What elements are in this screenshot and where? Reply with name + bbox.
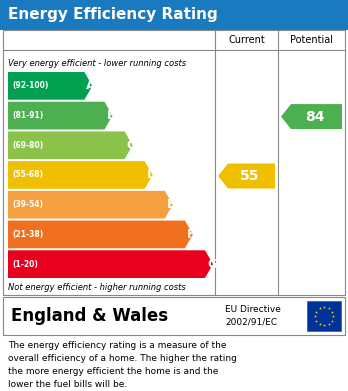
Text: Current: Current [228,35,265,45]
Polygon shape [8,250,213,278]
Text: (81-91): (81-91) [12,111,43,120]
Text: (69-80): (69-80) [12,141,43,150]
Text: B: B [106,109,116,122]
Polygon shape [8,131,133,159]
Polygon shape [8,221,193,248]
Bar [3,30,345,295]
Text: (39-54): (39-54) [12,200,43,209]
Text: (55-68): (55-68) [12,170,43,179]
Text: (92-100): (92-100) [12,81,48,90]
Text: Not energy efficient - higher running costs: Not energy efficient - higher running co… [8,283,186,292]
Text: Energy Efficiency Rating: Energy Efficiency Rating [8,7,218,23]
Text: EU Directive
2002/91/EC: EU Directive 2002/91/EC [225,305,281,327]
Polygon shape [8,72,92,100]
Text: (21-38): (21-38) [12,230,43,239]
Text: F: F [187,228,195,241]
Text: G: G [207,258,217,271]
Text: England & Wales: England & Wales [11,307,168,325]
Polygon shape [8,191,173,219]
Polygon shape [218,163,275,188]
Bar [0,0,348,30]
Text: D: D [147,169,157,181]
Text: 55: 55 [240,169,259,183]
Text: (1-20): (1-20) [12,260,38,269]
Bar [3,297,345,335]
Text: The energy efficiency rating is a measure of the
overall efficiency of a home. T: The energy efficiency rating is a measur… [8,341,237,389]
Text: C: C [127,139,136,152]
Polygon shape [8,161,153,189]
Polygon shape [8,102,112,129]
Polygon shape [281,104,342,129]
Text: A: A [86,79,96,92]
Text: 84: 84 [305,109,324,124]
Text: Potential: Potential [290,35,333,45]
Text: Very energy efficient - lower running costs: Very energy efficient - lower running co… [8,59,186,68]
Bar [307,301,341,331]
Text: E: E [167,198,175,211]
